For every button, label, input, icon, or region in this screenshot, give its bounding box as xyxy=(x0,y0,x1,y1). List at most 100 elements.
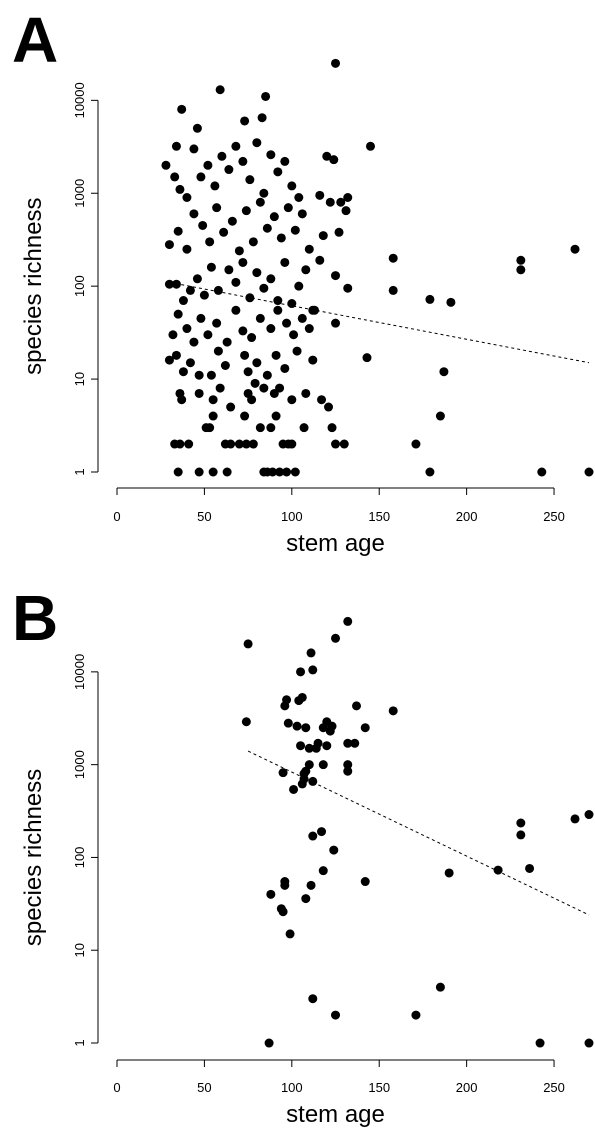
data-point xyxy=(264,1038,274,1048)
x-tick-label: 150 xyxy=(368,1080,390,1095)
data-point xyxy=(324,402,334,412)
data-point xyxy=(177,395,187,405)
data-point xyxy=(322,741,332,751)
data-point xyxy=(360,723,370,733)
data-point xyxy=(226,402,236,412)
data-point xyxy=(262,370,272,380)
data-point xyxy=(325,197,335,207)
data-point xyxy=(241,206,251,216)
data-point xyxy=(206,262,216,272)
y-tick-label: 100 xyxy=(72,847,87,869)
data-point xyxy=(537,467,547,477)
data-point xyxy=(189,337,199,347)
data-point xyxy=(287,395,297,405)
data-point xyxy=(173,467,183,477)
data-point xyxy=(178,296,188,306)
data-point xyxy=(297,313,307,323)
data-point xyxy=(255,423,265,433)
data-point xyxy=(388,706,398,716)
data-point xyxy=(341,206,351,216)
x-tick-label: 50 xyxy=(197,509,211,524)
data-point xyxy=(238,156,248,166)
data-point xyxy=(248,237,258,247)
data-point xyxy=(317,827,327,837)
data-point xyxy=(351,701,361,711)
data-point xyxy=(171,350,181,360)
data-point xyxy=(343,738,353,748)
data-point xyxy=(331,633,341,643)
data-point xyxy=(185,358,195,368)
y-tick-label: 1 xyxy=(72,1039,87,1046)
data-point xyxy=(276,904,286,914)
data-point xyxy=(220,361,230,371)
data-point xyxy=(175,439,185,449)
data-point xyxy=(243,639,253,649)
data-point xyxy=(208,411,218,421)
data-point xyxy=(535,1038,545,1048)
data-point xyxy=(317,395,327,405)
data-point xyxy=(268,467,278,477)
data-point xyxy=(217,151,227,161)
data-point xyxy=(331,58,341,68)
panel-label: B xyxy=(12,582,58,654)
data-point xyxy=(208,467,218,477)
data-point xyxy=(194,467,204,477)
data-point xyxy=(331,439,341,449)
data-point xyxy=(189,144,199,154)
data-point xyxy=(240,350,250,360)
data-point xyxy=(171,141,181,151)
data-point xyxy=(276,233,286,243)
x-tick-label: 200 xyxy=(456,1080,478,1095)
data-point xyxy=(388,253,398,263)
data-point xyxy=(304,324,314,334)
data-point xyxy=(301,265,311,275)
data-point xyxy=(185,285,195,295)
data-point xyxy=(301,723,311,733)
data-point xyxy=(308,305,318,315)
data-point xyxy=(296,741,306,751)
data-point xyxy=(444,868,454,878)
trend-line xyxy=(247,750,590,916)
data-point xyxy=(259,188,269,198)
data-point xyxy=(173,309,183,319)
data-point xyxy=(269,212,279,222)
data-point xyxy=(308,776,318,786)
data-point xyxy=(327,423,337,433)
data-point xyxy=(350,738,360,748)
data-point xyxy=(297,209,307,219)
data-point xyxy=(266,889,276,899)
data-point xyxy=(241,439,251,449)
data-point xyxy=(194,388,204,398)
data-point xyxy=(343,760,353,770)
x-tick-label: 150 xyxy=(368,509,390,524)
data-point xyxy=(199,290,209,300)
data-point xyxy=(411,439,421,449)
data-point xyxy=(213,285,223,295)
x-tick-label: 250 xyxy=(543,509,565,524)
data-point xyxy=(164,355,174,365)
data-point xyxy=(182,244,192,254)
data-point xyxy=(425,467,435,477)
data-point xyxy=(296,667,306,677)
data-point xyxy=(259,383,269,393)
data-point xyxy=(435,982,445,992)
data-point xyxy=(289,330,299,340)
data-point xyxy=(331,1010,341,1020)
data-point xyxy=(196,172,206,182)
data-point xyxy=(289,784,299,794)
data-point xyxy=(290,225,300,235)
data-point xyxy=(208,395,218,405)
data-point xyxy=(362,353,372,363)
data-point xyxy=(219,227,229,237)
y-tick-label: 10 xyxy=(72,943,87,957)
data-point xyxy=(212,318,222,328)
data-point xyxy=(292,721,302,731)
data-point xyxy=(222,467,232,477)
data-point xyxy=(215,383,225,393)
data-point xyxy=(287,299,297,309)
data-point xyxy=(255,197,265,207)
data-point xyxy=(290,467,300,477)
data-point xyxy=(584,467,594,477)
data-point xyxy=(240,411,250,421)
data-point xyxy=(275,383,285,393)
